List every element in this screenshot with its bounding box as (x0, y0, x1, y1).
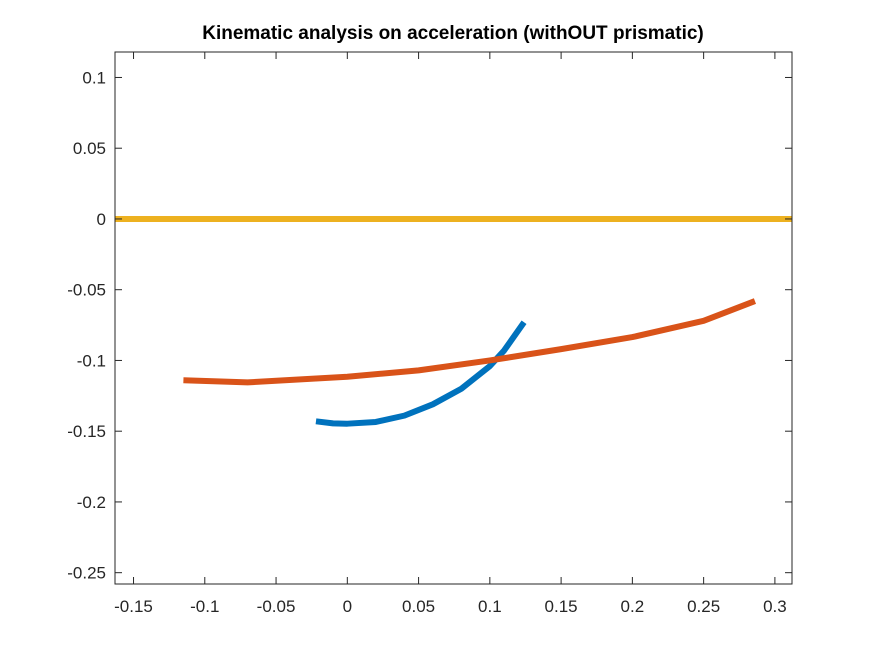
plot-area (115, 52, 792, 584)
y-tick-label: -0.05 (67, 281, 106, 300)
y-tick-label: -0.15 (67, 422, 106, 441)
y-tick-label: 0 (97, 210, 106, 229)
y-tick-label: 0.1 (82, 68, 106, 87)
x-tick-label: -0.15 (114, 597, 153, 616)
axes-box (114, 51, 793, 585)
y-tick-label: -0.1 (77, 351, 106, 370)
x-tick-label: 0 (343, 597, 352, 616)
x-tick-label: 0.2 (621, 597, 645, 616)
y-tick-label: -0.2 (77, 493, 106, 512)
y-tick-label: -0.25 (67, 564, 106, 583)
series-layer (115, 215, 792, 427)
x-tick-label: -0.1 (190, 597, 219, 616)
y-tick-label: 0.05 (73, 139, 106, 158)
x-tick-label: -0.05 (257, 597, 296, 616)
x-tick-label: 0.25 (687, 597, 720, 616)
x-tick-label: 0.05 (402, 597, 435, 616)
x-tick-label: 0.15 (545, 597, 578, 616)
chart-title: Kinematic analysis on acceleration (with… (202, 23, 704, 44)
x-tick-label: 0.3 (763, 597, 787, 616)
axes-layer: -0.15 -0.1 -0.05 0 0.05 0.1 0.15 0.2 0.25 0.3 -0.2… (67, 51, 793, 616)
series-line-2 (183, 298, 757, 386)
x-tick-label: 0.1 (478, 597, 502, 616)
